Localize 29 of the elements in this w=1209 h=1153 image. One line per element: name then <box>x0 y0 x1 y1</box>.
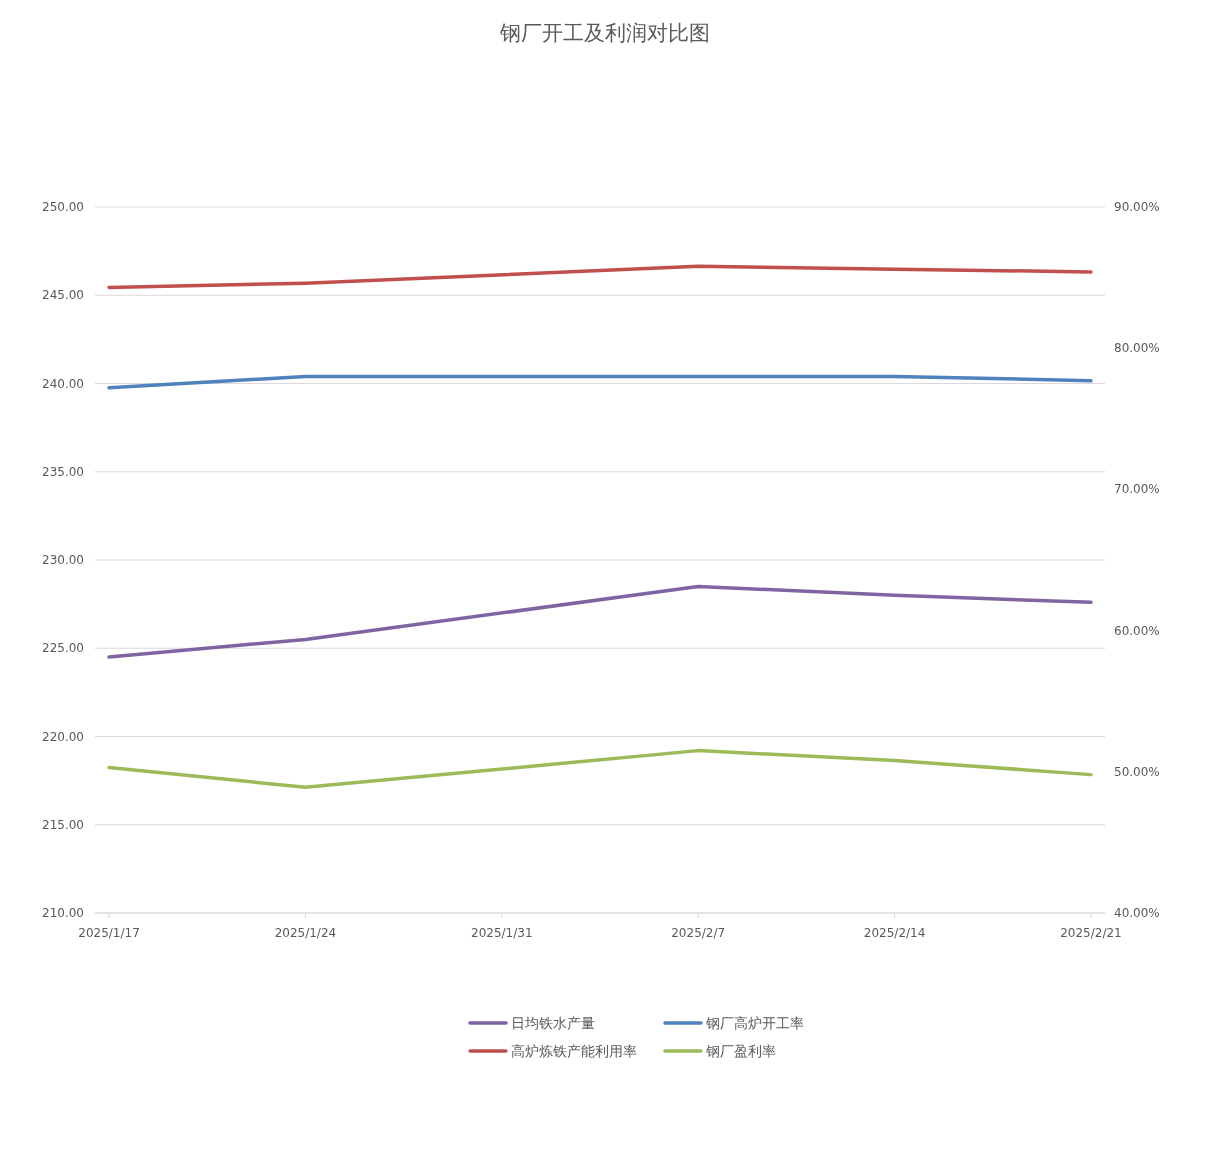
x-tick-label: 2025/1/17 <box>78 926 140 940</box>
line-series <box>107 584 1093 659</box>
y2-tick-label: 80.00% <box>1114 341 1160 356</box>
y-tick-label: 240.00 <box>42 376 84 391</box>
y2-tick-label: 90.00% <box>1114 200 1160 214</box>
x-tick-label: 2025/2/21 <box>1060 926 1122 940</box>
y-tick-label: 230.00 <box>42 553 84 567</box>
y-tick-label: 225.00 <box>42 641 84 656</box>
legend-label: 钢厂盈利率 <box>705 1043 776 1059</box>
legend-label: 高炉炼铁产能利用率 <box>511 1043 637 1059</box>
y-tick-label: 235.00 <box>42 464 84 479</box>
y-tick-label: 210.00 <box>42 906 84 920</box>
y2-tick-label: 40.00% <box>1114 906 1160 920</box>
chart-title: 钢厂开工及利润对比图 <box>498 21 710 45</box>
y-tick-label: 215.00 <box>42 817 84 832</box>
y2-tick-label: 50.00% <box>1114 764 1160 779</box>
line-series <box>107 748 1093 790</box>
x-tick-label: 2025/1/31 <box>471 926 533 940</box>
y-tick-label: 250.00 <box>42 200 84 214</box>
x-tick-label: 2025/2/7 <box>671 926 726 940</box>
legend-label: 钢厂高炉开工率 <box>705 1015 804 1031</box>
legend-label: 日均铁水产量 <box>511 1015 595 1031</box>
y2-tick-label: 70.00% <box>1114 482 1160 497</box>
y-tick-label: 245.00 <box>42 288 84 303</box>
line-series <box>107 264 1093 290</box>
x-tick-label: 2025/1/24 <box>274 926 337 940</box>
y2-tick-label: 60.00% <box>1114 623 1160 638</box>
x-tick-label: 2025/2/14 <box>863 926 926 940</box>
y-tick-label: 220.00 <box>42 729 84 744</box>
